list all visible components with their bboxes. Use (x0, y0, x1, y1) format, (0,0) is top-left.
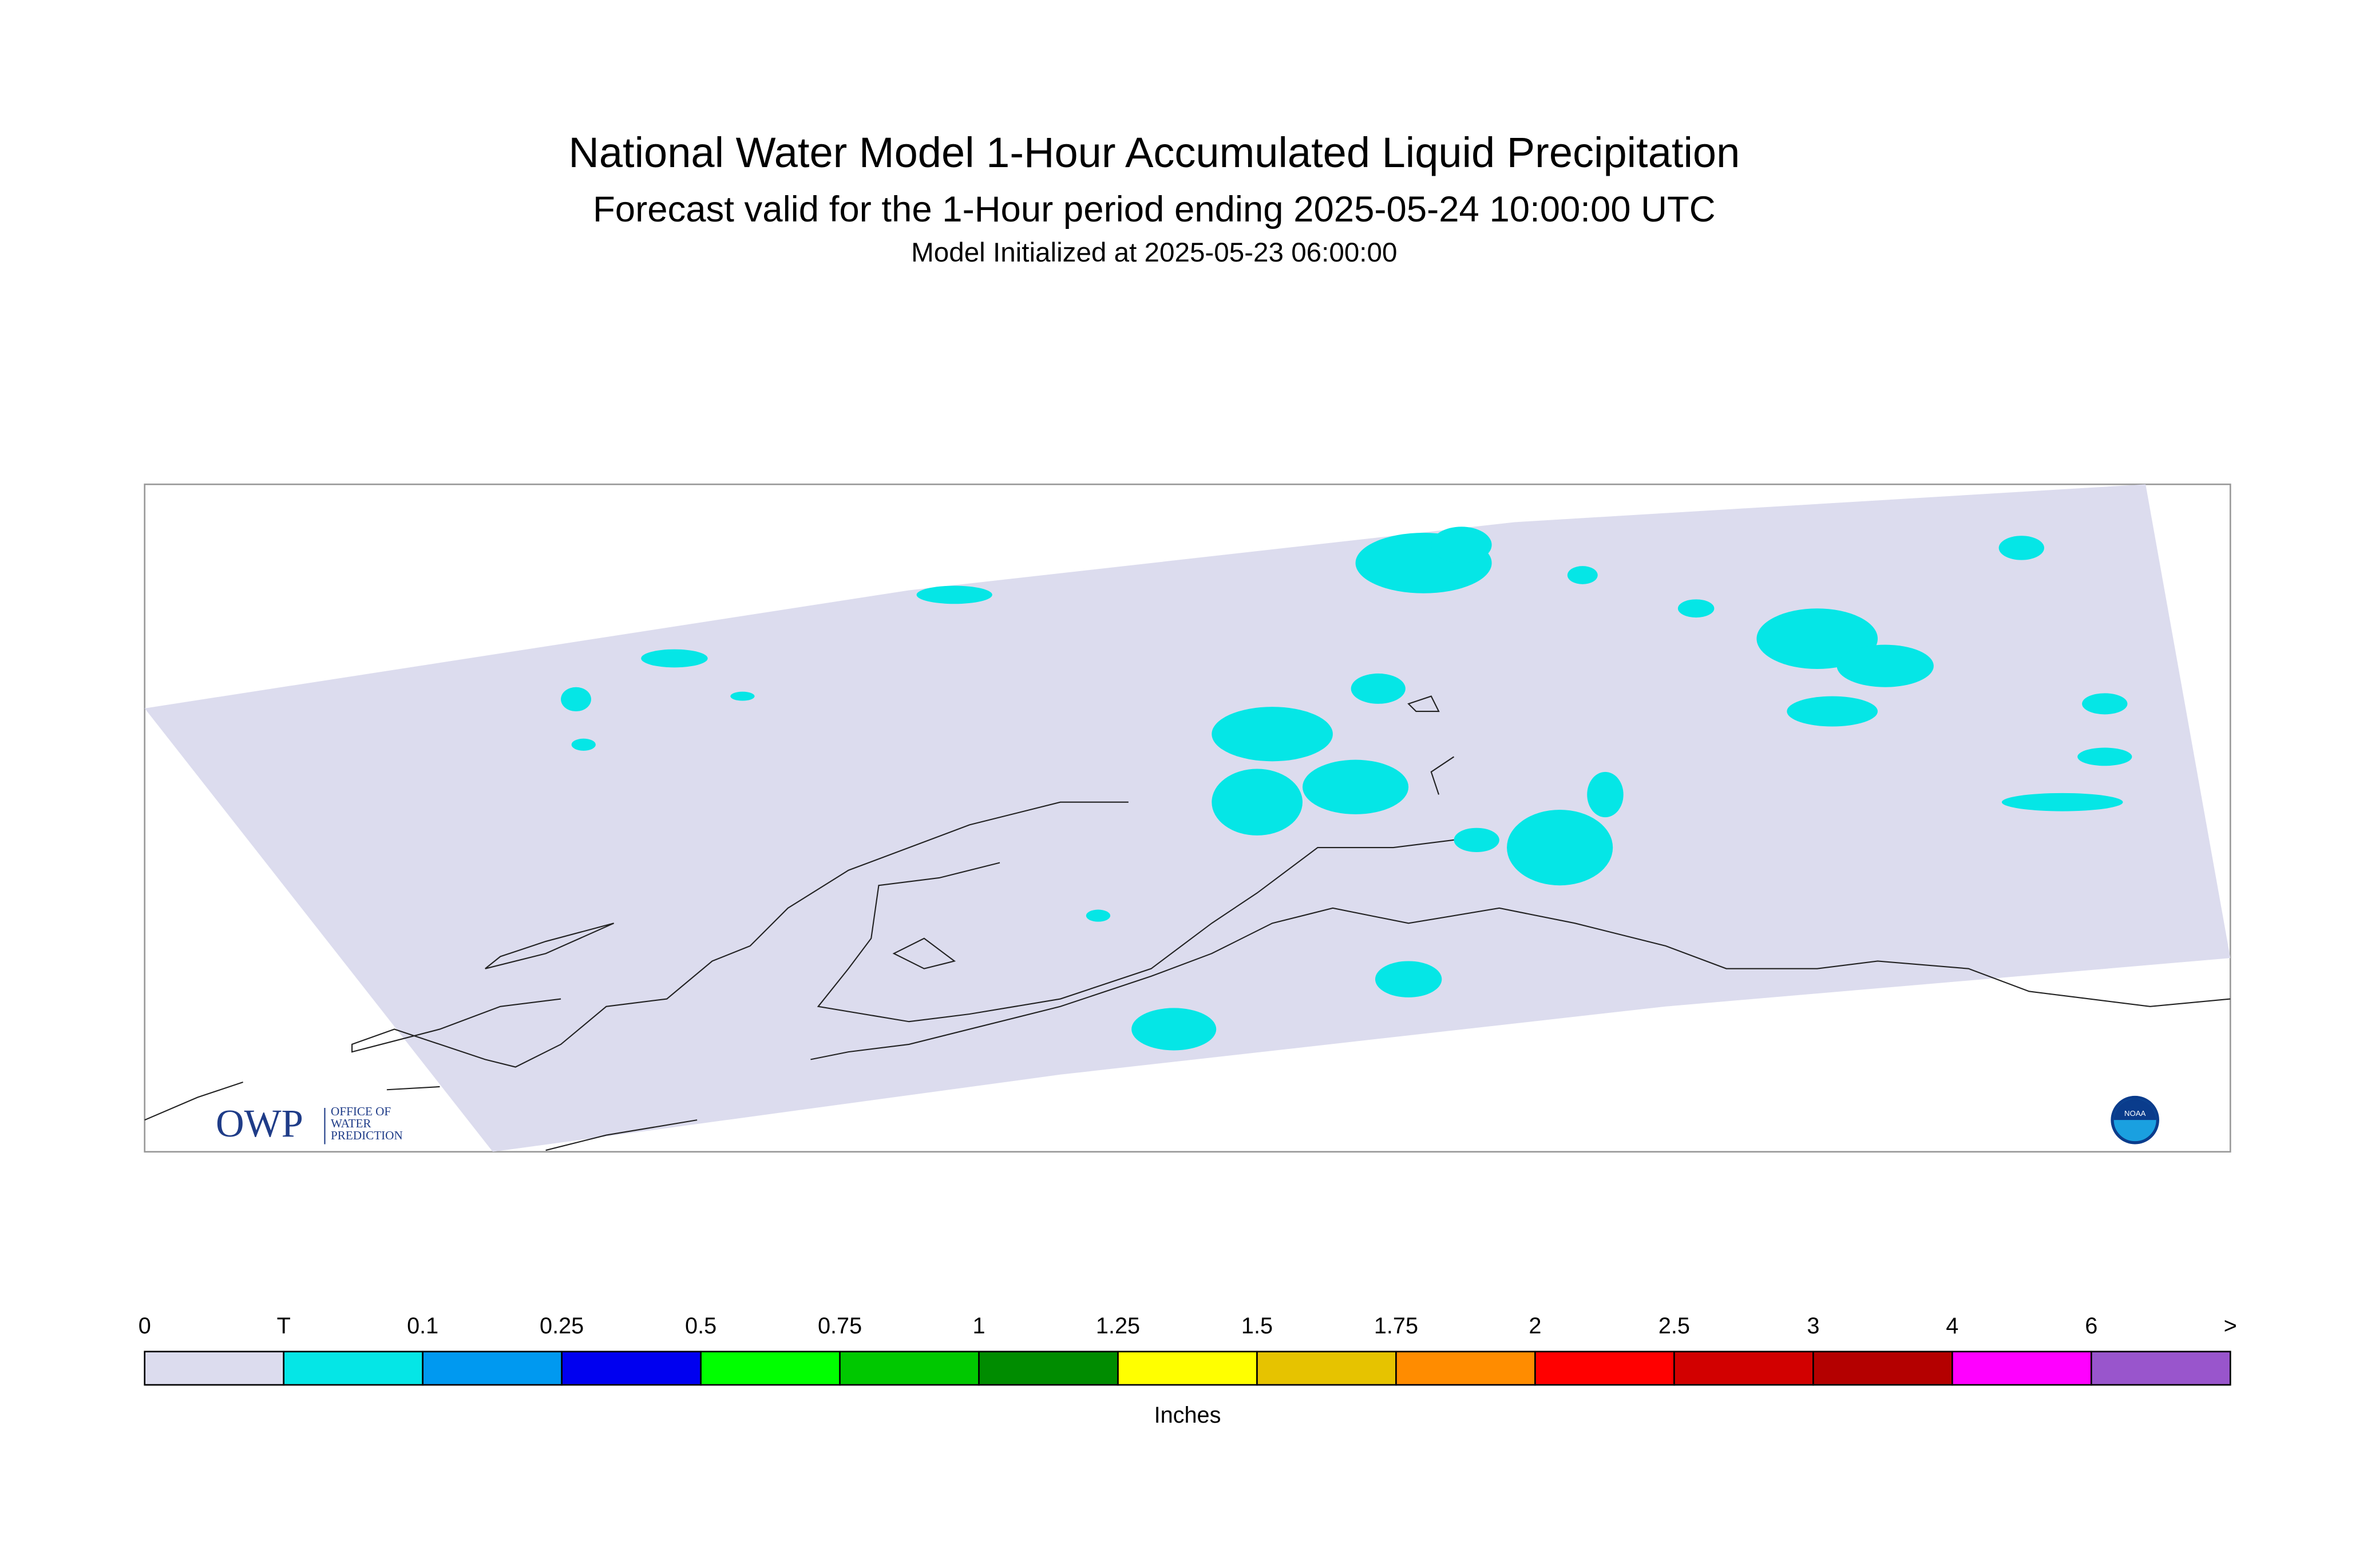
colorbar-box (283, 1351, 423, 1386)
colorbar-box (1395, 1351, 1536, 1386)
colorbar-label: 0.1 (407, 1313, 438, 1339)
colorbar-label: 1.25 (1096, 1313, 1140, 1339)
subtitle: Forecast valid for the 1-Hour period end… (593, 189, 1716, 229)
owp-text: OWP (216, 1102, 303, 1145)
colorbar-label: 6 (2085, 1313, 2097, 1339)
precip-area (1375, 961, 1442, 997)
colorbar-label: T (277, 1313, 291, 1339)
colorbar-box (561, 1351, 702, 1386)
title: National Water Model 1-Hour Accumulated … (568, 129, 1740, 176)
colorbar-box (1673, 1351, 1814, 1386)
owp-logo: OWP OFFICE OF WATER PREDICTION (216, 1102, 403, 1145)
colorbar-label: 1.5 (1241, 1313, 1273, 1339)
precip-area (571, 738, 596, 751)
precip-area (561, 687, 591, 712)
init-time: Model Initialized at 2025-05-23 06:00:00 (911, 237, 1397, 268)
coastline (144, 695, 2231, 1151)
precip-area (1787, 696, 1878, 727)
noaa-text: NOAA (2124, 1109, 2146, 1118)
owp-line: PREDICTION (331, 1129, 403, 1142)
precip-area (916, 585, 992, 604)
precip-area (2077, 747, 2132, 766)
colorbar-label: 0.25 (540, 1313, 584, 1339)
map: OWP OFFICE OF WATER PREDICTION NOAA (144, 484, 2231, 1153)
precip-area (1212, 769, 1303, 836)
colorbar-box (1952, 1351, 2092, 1386)
colorbar-box (1256, 1351, 1397, 1386)
precip-area (1131, 1008, 1217, 1051)
owp-line: OFFICE OF (331, 1104, 391, 1118)
precip-area (1303, 759, 1409, 814)
colorbar-box (1117, 1351, 1258, 1386)
precip-area (1677, 599, 1715, 618)
colorbar-box (422, 1351, 563, 1386)
colorbar: 0 T 0.1 0.25 0.5 0.75 1 1.25 1.5 1.75 2 2.5 3 4 6 > (138, 1313, 2237, 1386)
colorbar-box (1534, 1351, 1675, 1386)
colorbar-label: 2 (1529, 1313, 1541, 1339)
precip-area (1454, 827, 1499, 853)
colorbar-label: > (2224, 1313, 2237, 1339)
precip-area (730, 691, 755, 701)
colorbar-label: 0 (138, 1313, 151, 1339)
precip-area (1351, 673, 1406, 704)
colorbar-label: 1.75 (1374, 1313, 1418, 1339)
precip-area (2001, 793, 2123, 811)
colorbar-box (839, 1351, 980, 1386)
precip-area (1212, 707, 1333, 762)
colorbar-box (700, 1351, 841, 1386)
colorbar-label: 0.75 (818, 1313, 862, 1339)
colorbar-label: 1 (973, 1313, 985, 1339)
colorbar-box (144, 1351, 285, 1386)
precip-areas (561, 526, 2132, 1051)
colorbar-label: 2.5 (1658, 1313, 1690, 1339)
precip-area (1836, 644, 1934, 687)
colorbar-box (2090, 1351, 2231, 1386)
precip-area (641, 649, 708, 668)
precip-area (1567, 566, 1598, 584)
precip-area (1998, 536, 2044, 560)
colorbar-unit: Inches (1154, 1403, 1221, 1428)
colorbar-label: 4 (1946, 1313, 1958, 1339)
colorbar-box (1812, 1351, 1953, 1386)
noaa-logo: NOAA (2111, 1095, 2159, 1145)
precip-area (1086, 909, 1111, 922)
precip-area (1507, 809, 1613, 886)
colorbar-label: 3 (1807, 1313, 1819, 1339)
owp-line: WATER (331, 1116, 371, 1130)
precip-area (2082, 693, 2128, 715)
precip-area (1587, 771, 1624, 818)
colorbar-label: 0.5 (685, 1313, 717, 1339)
colorbar-box (978, 1351, 1119, 1386)
precip-area (1431, 526, 1492, 563)
